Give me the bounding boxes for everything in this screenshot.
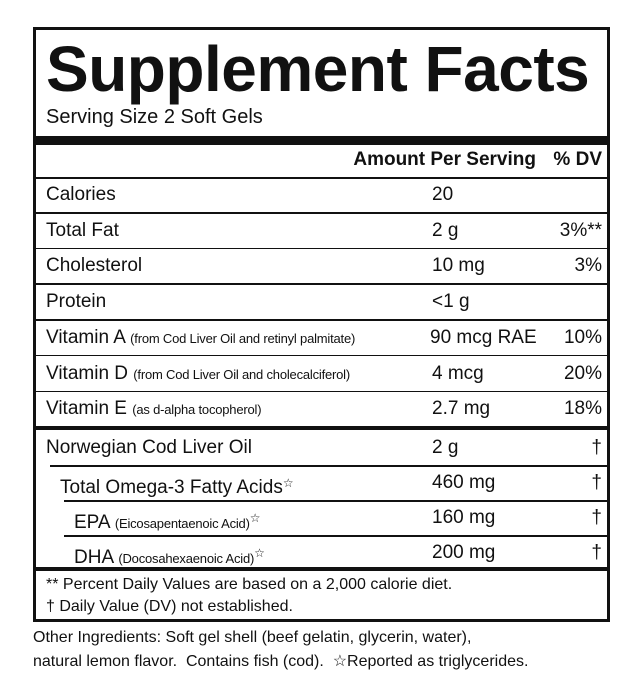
row-rule [36,283,607,285]
amount: 10 mg [432,255,485,277]
nutrient-name: Total Fat [46,219,119,241]
nutrient-name: Calories [46,184,116,205]
nutrient-name: EPA [74,512,110,533]
footnote-mark: ☆ [249,511,261,525]
nutrient-name: Protein [46,291,107,313]
amount: 200 mg [432,542,496,563]
nutrient-name: DHA [74,547,114,568]
row-rule [36,247,607,250]
nutrient-name: Norwegian Cod Liver Oil [46,437,252,458]
nutrient-note: (from Cod Liver Oil and cholecalciferol) [133,366,350,382]
thick-rule [36,426,607,430]
daily-value: † [591,472,602,493]
other-ingredients: natural lemon flavor. Contains fish (cod… [33,653,529,670]
row-rule [36,354,607,357]
nutrient-name: Vitamin E [46,398,127,420]
nutrient-name: Cholesterol [46,255,143,277]
daily-value: 3%** [559,219,602,241]
serving-size: Serving Size 2 Soft Gels [46,106,263,128]
title: Supplement Facts [46,33,590,105]
thick-rule [36,567,607,571]
amount: 20 [432,184,454,205]
footnote: † Daily Value (DV) not established. [46,598,293,615]
daily-value: † [591,507,602,528]
row-label: Vitamin D (from Cod Liver Oil and cholec… [46,362,350,386]
daily-value: † [591,542,602,563]
row-label: Protein [46,290,106,314]
nutrient-note: (from Cod Liver Oil and retinyl palmitat… [130,330,356,346]
amount: 2 g [432,219,459,241]
row-label: EPA (Eicosapentaenoic Acid)☆ [74,506,261,533]
thick-rule [36,136,607,145]
row-label: Vitamin A (from Cod Liver Oil and retiny… [46,326,355,350]
daily-value: 10% [563,326,602,348]
row-rule [36,319,607,321]
amount: <1 g [432,291,470,313]
dv-header: % DV [553,149,602,170]
amount: 2.7 mg [432,398,491,420]
row-label: Cholesterol [46,254,142,278]
amount: 90 mcg RAE [430,326,537,348]
other-ingredients: Other Ingredients: Soft gel shell (beef … [33,629,472,646]
amount: 460 mg [432,472,496,493]
daily-value: † [591,437,602,458]
amount: 2 g [432,437,459,458]
row-label: Norwegian Cod Liver Oil [46,436,252,460]
nutrient-name: Vitamin A [46,326,125,348]
row-rule [50,465,607,467]
daily-value: 18% [563,398,602,420]
daily-value: 3% [574,255,602,277]
footnote: ** Percent Daily Values are based on a 2… [46,576,453,593]
amount: 160 mg [432,507,496,528]
row-label: Total Fat [46,219,119,243]
nutrient-note: (Docosahexaenoic Acid) [118,551,255,566]
nutrient-note: (Eicosapentaenoic Acid) [114,516,250,531]
row-rule [36,212,607,214]
row-label: Calories [46,183,116,207]
row-rule [64,535,607,537]
row-label: Total Omega-3 Fatty Acids☆ [60,471,294,498]
row-label: Vitamin E (as d-alpha tocopherol) [46,397,262,421]
nutrient-note: (as d-alpha tocopherol) [132,402,262,418]
row-label: DHA (Docosahexaenoic Acid)☆ [74,541,265,568]
amount: 4 mcg [432,362,484,384]
amount-header: Amount Per Serving [353,149,536,170]
row-rule [36,390,607,392]
row-rule [64,500,607,502]
footnote-mark: ☆ [282,476,294,490]
label-box [33,27,610,622]
daily-value: 20% [563,362,602,384]
nutrient-name: Vitamin D [46,362,129,384]
footnote-mark: ☆ [254,546,265,560]
nutrient-name: Total Omega-3 Fatty Acids [60,477,283,498]
rule [36,177,607,179]
